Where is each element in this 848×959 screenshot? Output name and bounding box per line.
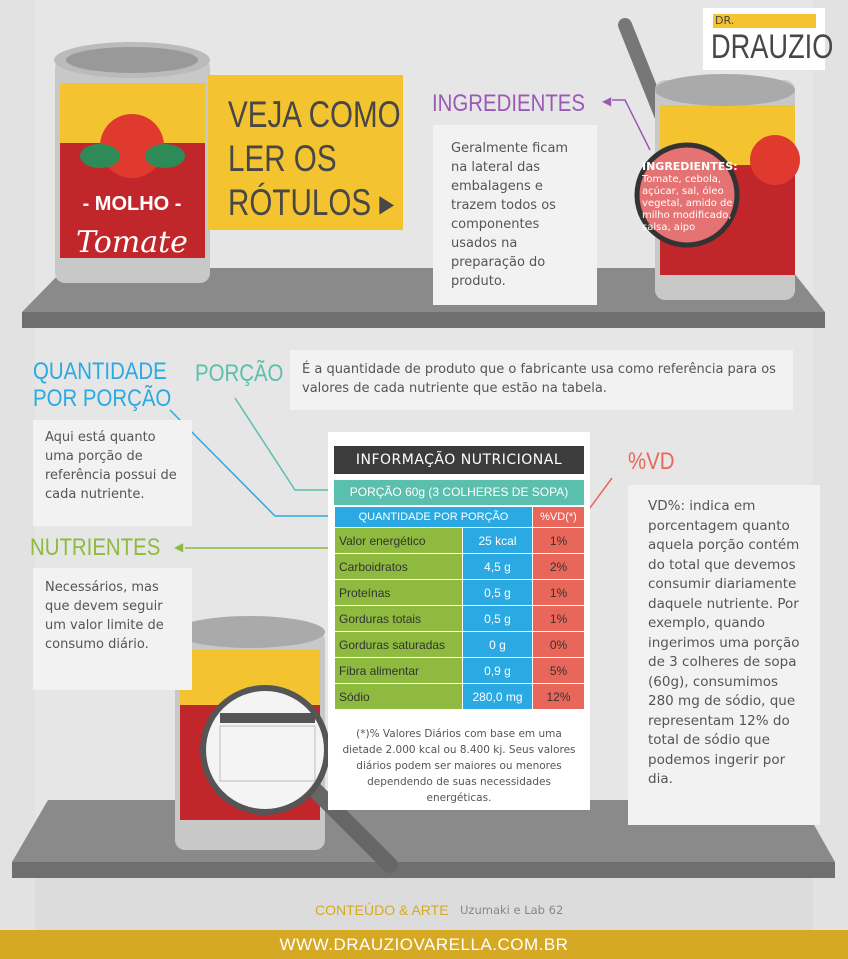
table-row: Carboidratos 4,5 g 2% [334,553,585,580]
nutrients-label: NUTRIENTES [30,534,161,561]
table-row: Gorduras totais 0,5 g 1% [334,605,585,632]
magnifier-title: INGREDIENTES: [642,160,738,173]
nutrient-value: 280,0 mg [462,683,533,710]
nutrient-name: Sódio [334,683,463,710]
ingredients-label: INGREDIENTES [432,90,586,117]
nutrient-vd: 0% [532,631,585,658]
credits-label: CONTEÚDO & ARTE [315,902,449,918]
nutrient-name: Gorduras totais [334,605,463,632]
nutrient-vd: 1% [532,605,585,632]
nutrient-value: 0 g [462,631,533,658]
nutrition-title: INFORMAÇÃO NUTRICIONAL [334,446,584,474]
title-line: LER OS [228,138,337,179]
arrow-left-icon: ◀ [602,94,612,108]
magnifier-text: Tomate, cebola, açúcar, sal, óleo vegeta… [642,174,733,233]
logo-prefix: DR. [713,14,816,28]
nutrient-vd: 5% [532,657,585,684]
title-line: RÓTULOS ▸ [228,182,395,223]
table-row: Proteínas 0,5 g 1% [334,579,585,606]
quantity-label-line2: POR PORÇÃO [33,385,172,412]
nutrient-vd: 12% [532,683,585,710]
portion-label: PORÇÃO [195,360,284,387]
nutrient-value: 0,9 g [462,657,533,684]
title-box: VEJA COMO LER OS RÓTULOS ▸ [208,75,403,230]
quantity-description: Aqui está quanto uma porção de referênci… [33,420,192,526]
arrow-left-icon: ◀ [174,540,184,554]
nutrient-value: 0,5 g [462,579,533,606]
can-label-tomate: Tomate [76,225,188,260]
nutrient-value: 0,5 g [462,605,533,632]
nutrient-value: 25 kcal [462,527,533,554]
can-label-molho: - MOLHO - [83,193,182,215]
nutrition-portion: PORÇÃO 60g (3 COLHERES DE SOPA) [334,480,584,505]
logo-name: DRAUZIO [711,28,834,66]
nutrients-description: Necessários, mas que devem seguir um val… [33,568,192,690]
logo[interactable]: DR. DRAUZIO [703,8,833,70]
nutrient-name: Proteínas [334,579,463,606]
nutrition-table: QUANTIDADE POR PORÇÃO %VD(*) Valor energé… [334,506,585,710]
nutrition-facts-panel: INFORMAÇÃO NUTRICIONAL PORÇÃO 60g (3 COL… [328,432,590,810]
nutrient-vd: 1% [532,527,585,554]
nutrient-name: Carboidratos [334,553,463,580]
nutrient-value: 4,5 g [462,553,533,580]
quantity-label-line1: QUANTIDADE [33,358,167,385]
tomato-can-illustration: - MOLHO - Tomate [54,42,210,283]
nutrient-name: Valor energético [334,527,463,554]
ingredients-description: Geralmente ficam na lateral das embalage… [433,125,597,305]
nutrient-name: Gorduras saturadas [334,631,463,658]
table-row: Valor energético 25 kcal 1% [334,527,585,554]
can-nutrition-magnifier-illustration [175,616,398,873]
col-quantity-header: QUANTIDADE POR PORÇÃO [334,506,533,528]
col-vd-header: %VD(*) [532,506,585,528]
table-row: Gorduras saturadas 0 g 0% [334,631,585,658]
top-shelf [22,268,825,312]
nutrient-vd: 1% [532,579,585,606]
nutrition-footnote: (*)% Valores Diários com base em uma die… [342,728,576,804]
table-row: Sódio 280,0 mg 12% [334,683,585,710]
credits-authors: Uzumaki e Lab 62 [460,903,564,917]
footer-url[interactable]: WWW.DRAUZIOVARELLA.COM.BR [0,930,848,959]
nutrient-name: Fibra alimentar [334,657,463,684]
table-row: Fibra alimentar 0,9 g 5% [334,657,585,684]
portion-description: É a quantidade de produto que o fabrican… [290,350,793,410]
title-line: VEJA COMO [228,94,401,135]
vd-description: VD%: indica em porcentagem quanto aquela… [628,485,820,825]
vd-label: %VD [628,448,675,475]
can-with-magnifier-illustration: INGREDIENTES: Tomate, cebola, açúcar, sa… [618,18,800,300]
nutrient-vd: 2% [532,553,585,580]
